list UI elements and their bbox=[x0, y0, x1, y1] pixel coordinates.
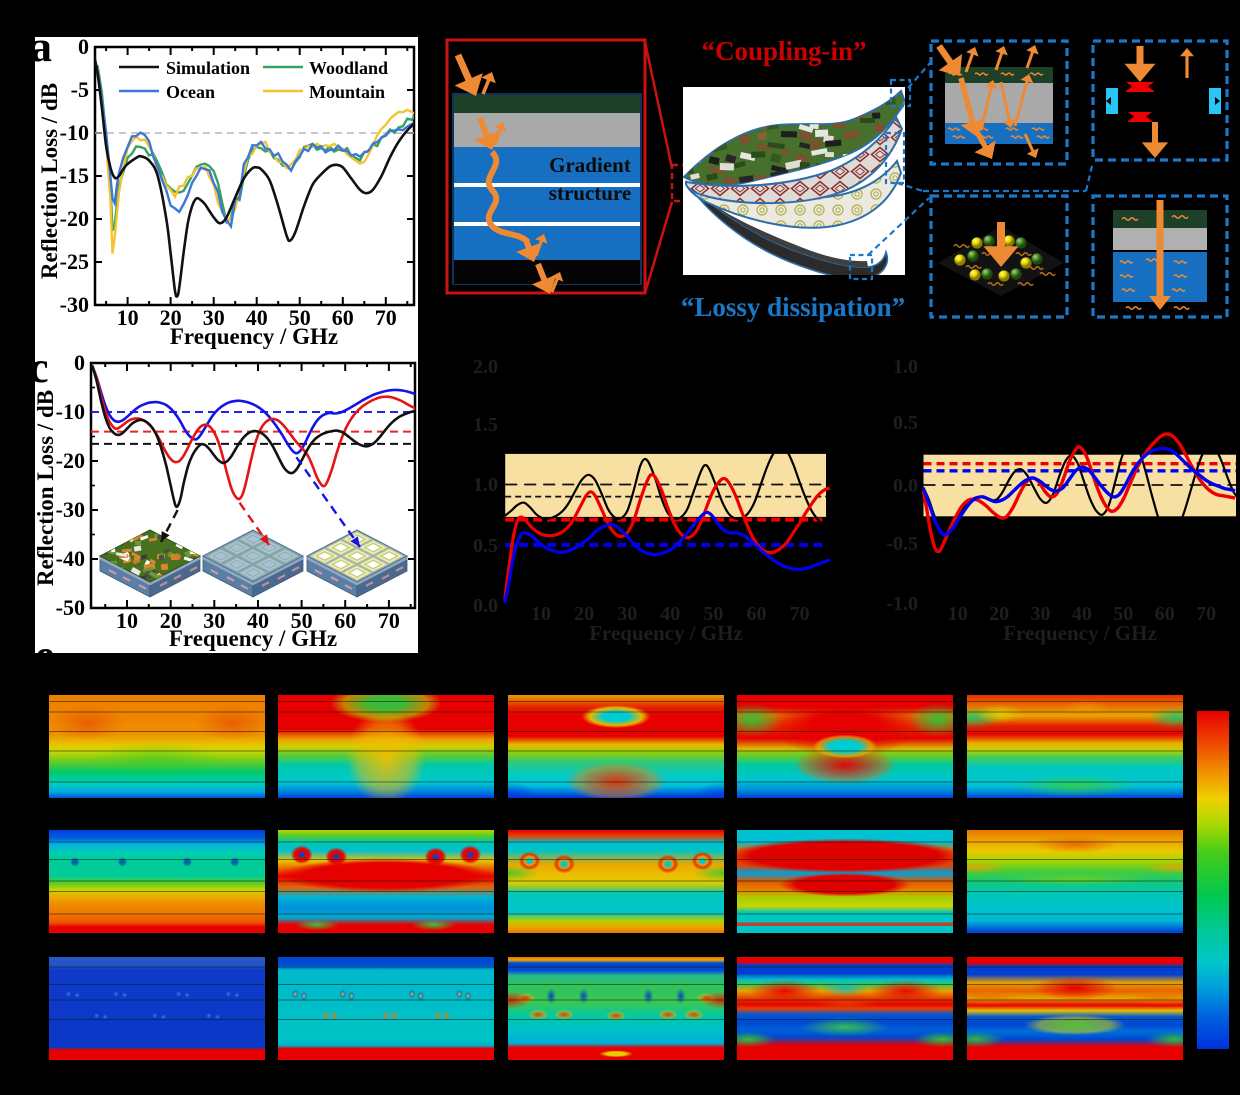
svg-text:20: 20 bbox=[160, 608, 182, 633]
svg-text:50: 50 bbox=[703, 603, 723, 625]
svg-text:60: 60 bbox=[332, 305, 354, 330]
svg-text:-1.0: -1.0 bbox=[886, 593, 918, 615]
svg-text:-10: -10 bbox=[60, 120, 89, 145]
svg-text:0.5: 0.5 bbox=[893, 412, 918, 434]
svg-text:e: e bbox=[35, 631, 55, 653]
svg-text:10: 10 bbox=[116, 608, 138, 633]
svg-text:-15: -15 bbox=[60, 163, 89, 188]
svg-text:30: 30 bbox=[203, 305, 225, 330]
svg-text:Frequency / GHz: Frequency / GHz bbox=[170, 324, 338, 349]
svg-text:-30: -30 bbox=[56, 497, 85, 522]
svg-text:Gradient: Gradient bbox=[549, 153, 631, 177]
svg-text:Reflection Loss / dB: Reflection Loss / dB bbox=[35, 390, 58, 586]
svg-text:“Lossy dissipation”: “Lossy dissipation” bbox=[681, 292, 905, 322]
svg-text:Frequency / GHz: Frequency / GHz bbox=[169, 626, 337, 651]
svg-text:10: 10 bbox=[531, 603, 551, 625]
svg-text:-20: -20 bbox=[60, 206, 89, 231]
svg-text:40: 40 bbox=[247, 608, 269, 633]
svg-text:-30: -30 bbox=[60, 292, 89, 317]
svg-text:2.0: 2.0 bbox=[473, 356, 498, 378]
svg-text:structure: structure bbox=[549, 181, 631, 205]
svg-text:40: 40 bbox=[1072, 603, 1092, 625]
svg-text:Reflection Loss / dB: Reflection Loss / dB bbox=[37, 83, 62, 279]
svg-text:30: 30 bbox=[617, 603, 637, 625]
svg-text:70: 70 bbox=[375, 305, 397, 330]
svg-text:60: 60 bbox=[334, 608, 356, 633]
svg-text:Frequency / GHz: Frequency / GHz bbox=[1003, 621, 1157, 645]
svg-text:10: 10 bbox=[117, 305, 139, 330]
svg-text:10: 10 bbox=[948, 603, 968, 625]
svg-text:30: 30 bbox=[1031, 603, 1051, 625]
svg-text:1.5: 1.5 bbox=[473, 414, 498, 436]
svg-text:1.0: 1.0 bbox=[473, 474, 498, 496]
svg-text:40: 40 bbox=[246, 305, 268, 330]
svg-text:0.0: 0.0 bbox=[893, 475, 918, 497]
svg-text:20: 20 bbox=[160, 305, 182, 330]
svg-text:-20: -20 bbox=[56, 448, 85, 473]
svg-text:Woodland: Woodland bbox=[309, 58, 388, 78]
svg-text:20: 20 bbox=[989, 603, 1009, 625]
svg-text:50: 50 bbox=[1113, 603, 1133, 625]
svg-text:70: 70 bbox=[378, 608, 400, 633]
svg-text:0: 0 bbox=[78, 37, 89, 59]
svg-text:0.0: 0.0 bbox=[473, 595, 498, 617]
svg-text:-40: -40 bbox=[56, 546, 85, 571]
svg-text:-10: -10 bbox=[56, 399, 85, 424]
svg-text:30: 30 bbox=[203, 608, 225, 633]
svg-text:a: a bbox=[35, 37, 52, 71]
svg-text:40: 40 bbox=[660, 603, 680, 625]
svg-text:“Coupling-in”: “Coupling-in” bbox=[701, 36, 866, 66]
svg-text:60: 60 bbox=[1155, 603, 1175, 625]
svg-text:Ocean: Ocean bbox=[166, 82, 215, 102]
svg-text:1.0: 1.0 bbox=[893, 356, 918, 378]
svg-text:Frequency / GHz: Frequency / GHz bbox=[589, 621, 743, 645]
svg-text:c: c bbox=[35, 343, 49, 392]
svg-text:-5: -5 bbox=[71, 77, 89, 102]
svg-text:60: 60 bbox=[747, 603, 767, 625]
svg-text:-25: -25 bbox=[60, 249, 89, 274]
svg-text:0: 0 bbox=[74, 350, 85, 375]
svg-text:50: 50 bbox=[291, 608, 313, 633]
svg-text:20: 20 bbox=[574, 603, 594, 625]
svg-text:-0.5: -0.5 bbox=[886, 533, 918, 555]
svg-text:0.5: 0.5 bbox=[473, 535, 498, 557]
svg-text:Simulation: Simulation bbox=[166, 58, 250, 78]
svg-text:50: 50 bbox=[289, 305, 311, 330]
svg-text:-50: -50 bbox=[56, 595, 85, 620]
svg-text:70: 70 bbox=[1196, 603, 1216, 625]
svg-text:70: 70 bbox=[790, 603, 810, 625]
svg-text:Mountain: Mountain bbox=[309, 82, 385, 102]
